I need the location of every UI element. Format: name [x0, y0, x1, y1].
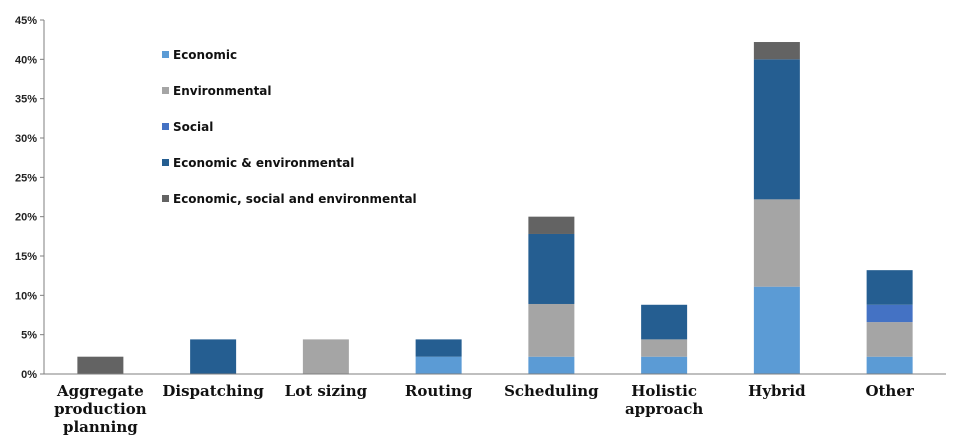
x-tick-label-line: Aggregate: [56, 382, 144, 400]
x-tick-label: Routing: [405, 382, 473, 400]
y-tick-label: 30%: [15, 133, 37, 145]
bar-segment: [753, 286, 800, 374]
x-tick-label-line: Scheduling: [504, 382, 599, 400]
y-tick-label: 10%: [15, 290, 37, 302]
x-tick-label-line: Hybrid: [748, 382, 806, 400]
x-tick-label: Lot sizing: [285, 382, 368, 400]
bar-segment: [528, 356, 575, 374]
y-tick-label: 15%: [15, 251, 37, 263]
x-tick-label-line: production: [54, 400, 147, 418]
bar-segment: [190, 339, 237, 374]
legend-label: Environmental: [173, 84, 272, 98]
bar-segment: [866, 270, 913, 305]
bar-segment: [415, 339, 462, 357]
bar-segment: [641, 304, 688, 340]
y-tick-label: 5%: [21, 330, 37, 342]
legend: Economic Environmental Social Economic & en…: [162, 48, 417, 206]
bar-segment: [753, 42, 800, 60]
legend-swatch: [162, 87, 169, 94]
bar-segment: [415, 356, 462, 374]
bar-segment: [866, 322, 913, 357]
x-tick-label-line: Lot sizing: [285, 382, 368, 400]
legend-label: Economic, social and environmental: [173, 192, 417, 206]
legend-label: Social: [173, 120, 213, 134]
y-tick-label: 20%: [15, 212, 37, 224]
y-tick-label: 40%: [15, 54, 37, 66]
x-tick-label: Hybrid: [748, 382, 806, 400]
legend-swatch: [162, 51, 169, 58]
bar-segment: [866, 304, 913, 323]
x-tick-label: Aggregate production planning: [54, 382, 147, 436]
x-tick-label-line: planning: [63, 418, 138, 436]
bar-segment: [641, 339, 688, 357]
legend-label: Economic: [173, 48, 237, 62]
bar-segment: [302, 339, 349, 374]
y-tick-label: 25%: [15, 172, 37, 184]
x-tick-label: Other: [865, 382, 914, 400]
x-tick-label: Holistic approach: [625, 382, 703, 418]
legend-swatch: [162, 159, 169, 166]
x-tick-label-line: Dispatching: [162, 382, 264, 400]
x-tick-label-line: Other: [865, 382, 914, 400]
bars: [77, 42, 913, 374]
x-tick-label-line: Routing: [405, 382, 473, 400]
bar-segment: [641, 356, 688, 374]
legend-swatch: [162, 195, 169, 202]
x-axis: Aggregate production planning Dispatching Lo…: [44, 373, 946, 436]
y-axis: 0% 5% 10% 15% 20% 25% 30% 35% 40% 45%: [15, 15, 45, 381]
x-tick-label-line: Holistic: [631, 382, 697, 400]
bar-segment: [753, 199, 800, 287]
y-tick-label: 0%: [21, 369, 37, 381]
legend-swatch: [162, 123, 169, 130]
legend-label: Economic & environmental: [173, 156, 354, 170]
x-tick-label: Scheduling: [504, 382, 599, 400]
x-tick-label-line: approach: [625, 400, 703, 418]
x-tick-label: Dispatching: [162, 382, 264, 400]
y-tick-label: 35%: [15, 94, 37, 106]
bar-segment: [753, 59, 800, 200]
bar-segment: [866, 356, 913, 374]
bar-segment: [528, 216, 575, 234]
bar-segment: [77, 356, 124, 374]
bar-segment: [528, 303, 575, 357]
y-tick-label: 45%: [15, 15, 37, 27]
bar-segment: [528, 233, 575, 304]
